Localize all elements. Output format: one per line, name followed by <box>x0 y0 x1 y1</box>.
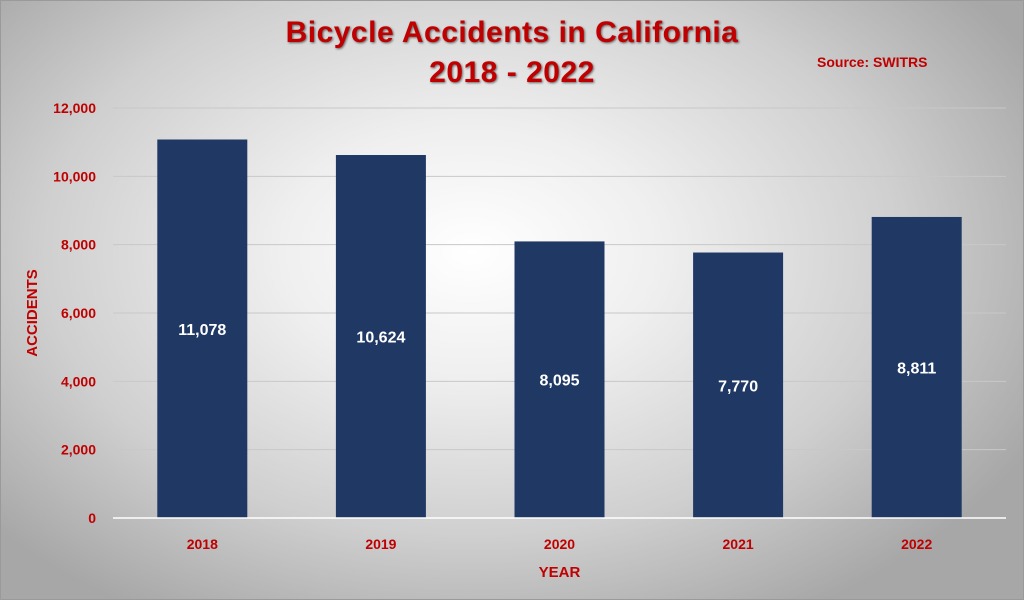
chart-title: Bicycle Accidents in California <box>285 16 739 49</box>
y-tick-label: 12,000 <box>53 100 96 116</box>
x-tick-label: 2020 <box>544 536 575 552</box>
bars <box>157 139 962 519</box>
bar <box>871 216 962 518</box>
bar <box>157 139 248 519</box>
bar-data-label: 8,811 <box>897 360 936 377</box>
x-axis: 2018 2019 2020 2021 2022 <box>187 536 933 552</box>
y-tick-label: 6,000 <box>61 305 96 321</box>
bar-data-label: 10,624 <box>356 330 405 347</box>
bar-data-labels: 11,078 10,624 8,095 7,770 8,811 <box>178 322 936 396</box>
y-tick-label: 2,000 <box>61 442 96 458</box>
x-tick-label: 2019 <box>365 536 396 552</box>
bar-data-label: 7,770 <box>718 378 758 395</box>
x-axis-title: YEAR <box>539 564 581 581</box>
x-tick-label: 2022 <box>901 536 932 552</box>
chart-subtitle: 2018 - 2022 <box>429 56 595 89</box>
source-note: Source: SWITRS <box>817 54 928 70</box>
x-tick-label: 2021 <box>723 536 754 552</box>
y-axis-title: ACCIDENTS <box>24 269 41 357</box>
y-tick-label: 4,000 <box>61 373 96 389</box>
y-tick-label: 0 <box>88 510 96 526</box>
bar <box>693 252 784 518</box>
y-tick-label: 8,000 <box>61 237 96 253</box>
bar-data-label: 11,078 <box>178 322 226 339</box>
y-axis: 0 2,000 4,000 6,000 8,000 10,000 12,000 <box>53 100 96 526</box>
x-tick-label: 2018 <box>187 536 218 552</box>
bar-data-label: 8,095 <box>539 373 579 390</box>
bar <box>514 241 605 518</box>
y-tick-label: 10,000 <box>53 168 96 184</box>
bar <box>335 155 426 518</box>
